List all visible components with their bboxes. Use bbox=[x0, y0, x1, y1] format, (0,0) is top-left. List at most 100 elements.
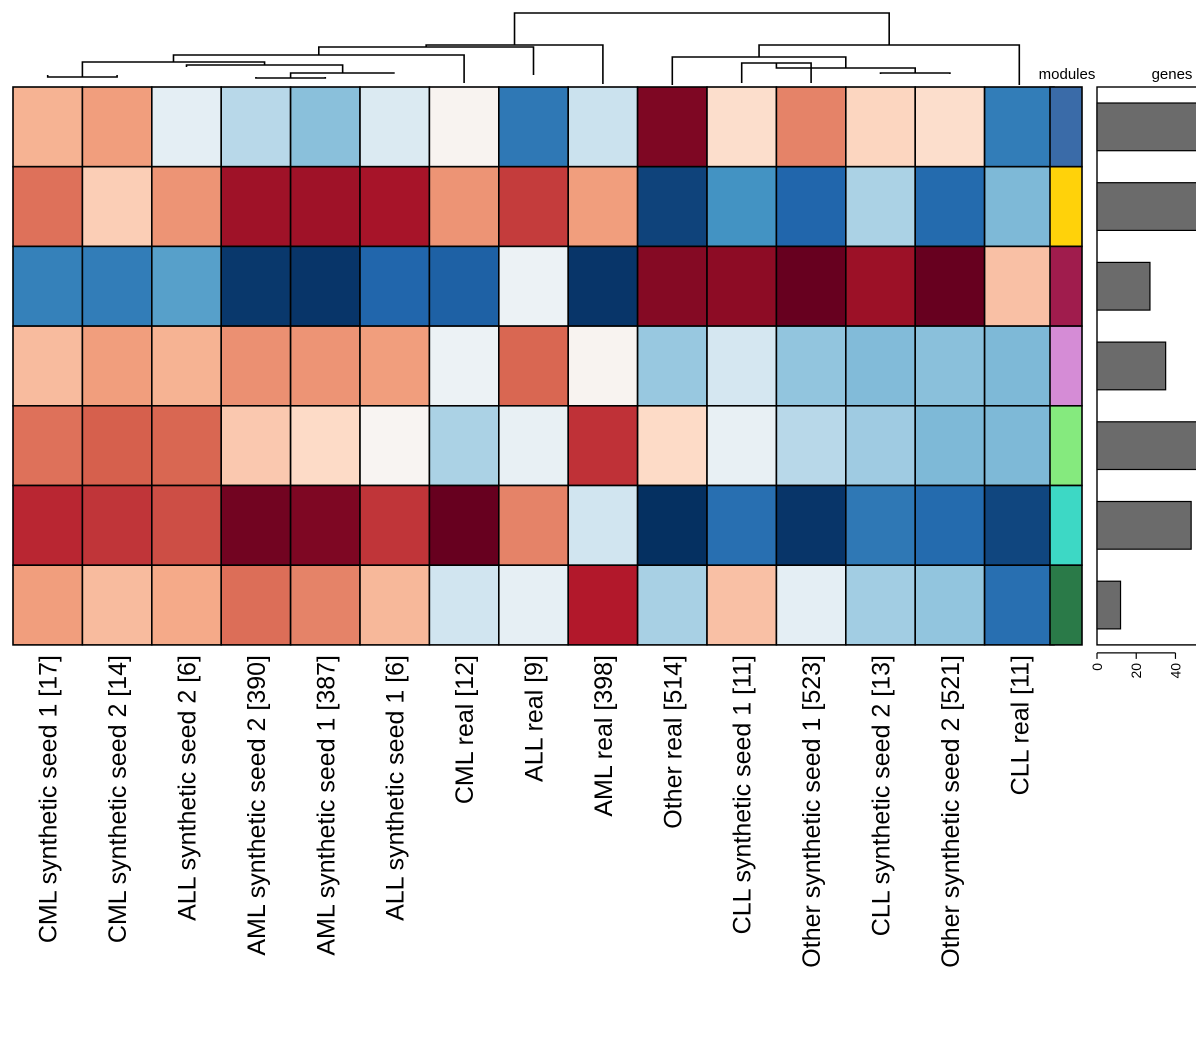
heatmap-cell bbox=[220, 564, 292, 646]
genes-tick-label: 20 bbox=[1128, 663, 1144, 679]
genes-bar bbox=[1096, 341, 1167, 391]
heatmap-cell bbox=[775, 564, 847, 646]
column-label: CML synthetic seed 2 [14] bbox=[104, 655, 132, 943]
heatmap-cell bbox=[567, 165, 639, 248]
heatmap-cell bbox=[983, 245, 1055, 327]
module-color bbox=[1049, 325, 1083, 407]
heatmap-cell bbox=[12, 165, 84, 248]
genes-tick-label: 0 bbox=[1089, 663, 1105, 671]
heatmap-cell bbox=[289, 325, 361, 407]
heatmap-cell bbox=[567, 325, 639, 407]
heatmap-cell bbox=[706, 484, 778, 566]
heatmap-cell bbox=[914, 325, 986, 407]
heatmap-cell bbox=[151, 404, 223, 487]
heatmap-cell bbox=[220, 86, 292, 168]
heatmap-cell bbox=[359, 404, 431, 487]
heatmap-cell bbox=[220, 404, 292, 487]
modules-annotation bbox=[1049, 86, 1083, 646]
heatmap-cell bbox=[775, 165, 847, 248]
heatmap-cell bbox=[289, 86, 361, 168]
heatmap-cell bbox=[289, 484, 361, 566]
column-label: CLL real [11] bbox=[1006, 655, 1034, 795]
heatmap-cell bbox=[289, 404, 361, 487]
heatmap-cell bbox=[81, 86, 153, 168]
column-label: AML synthetic seed 1 [387] bbox=[312, 655, 340, 956]
heatmap-cell bbox=[567, 86, 639, 168]
heatmap-cell bbox=[567, 484, 639, 566]
heatmap-cell bbox=[636, 86, 708, 168]
heatmap-cell bbox=[81, 484, 153, 566]
genes-title: genes bbox=[1152, 66, 1193, 83]
heatmap-cell bbox=[775, 245, 847, 327]
heatmap-cell bbox=[220, 165, 292, 248]
heatmap-cell bbox=[844, 564, 916, 646]
heatmap-cell bbox=[81, 245, 153, 327]
heatmap-cell bbox=[844, 325, 916, 407]
dendrogram-branch bbox=[879, 72, 951, 74]
column-label: AML synthetic seed 2 [390] bbox=[243, 655, 271, 956]
dendrogram-branch bbox=[513, 12, 890, 45]
heatmap-cell bbox=[497, 484, 569, 566]
heatmap-cell bbox=[220, 325, 292, 407]
heatmap-cell bbox=[151, 86, 223, 168]
heatmap-cell bbox=[775, 404, 847, 487]
heatmap-cell bbox=[775, 325, 847, 407]
heatmap-cell bbox=[81, 325, 153, 407]
heatmap-cell bbox=[567, 404, 639, 487]
genes-bar bbox=[1096, 102, 1196, 152]
heatmap-cell bbox=[567, 564, 639, 646]
heatmap-cell bbox=[428, 404, 500, 487]
column-dendrogram bbox=[46, 12, 1021, 85]
heatmap-cell bbox=[636, 165, 708, 248]
heatmap-cell bbox=[289, 245, 361, 327]
heatmap-cell bbox=[497, 564, 569, 646]
heatmap-cells bbox=[12, 86, 1055, 646]
genes-bar bbox=[1096, 182, 1196, 231]
column-label: ALL synthetic seed 2 [6] bbox=[174, 655, 202, 921]
heatmap-cell bbox=[914, 564, 986, 646]
heatmap-cell bbox=[844, 86, 916, 168]
genes-bar bbox=[1096, 421, 1196, 471]
heatmap-cell bbox=[497, 165, 569, 248]
heatmap-cell bbox=[151, 245, 223, 327]
heatmap-cell bbox=[428, 325, 500, 407]
modules-title: modules bbox=[1039, 66, 1096, 83]
heatmap-cell bbox=[706, 564, 778, 646]
heatmap-cell bbox=[428, 165, 500, 248]
heatmap-cell bbox=[289, 564, 361, 646]
heatmap-cell bbox=[706, 86, 778, 168]
heatmap-cell bbox=[359, 86, 431, 168]
column-label: ALL real [9] bbox=[521, 655, 549, 782]
heatmap-cell bbox=[151, 325, 223, 407]
genes-tick-label: 40 bbox=[1167, 663, 1183, 679]
heatmap-cell bbox=[359, 165, 431, 248]
heatmap-cell bbox=[12, 484, 84, 566]
heatmap-cell bbox=[220, 484, 292, 566]
heatmap-cell bbox=[914, 165, 986, 248]
module-color bbox=[1049, 404, 1083, 487]
heatmap-cell bbox=[706, 165, 778, 248]
module-color bbox=[1049, 564, 1083, 646]
heatmap-cell bbox=[914, 404, 986, 487]
genes-bar bbox=[1096, 261, 1151, 311]
heatmap-cell bbox=[706, 245, 778, 327]
dendrogram-branch bbox=[425, 44, 604, 84]
dendrogram-branch bbox=[758, 44, 1021, 85]
heatmap-cell bbox=[428, 86, 500, 168]
column-label: AML real [398] bbox=[590, 655, 618, 817]
heatmap-cell bbox=[151, 165, 223, 248]
heatmap-cell bbox=[497, 86, 569, 168]
heatmap-cell bbox=[359, 484, 431, 566]
heatmap-cell bbox=[983, 325, 1055, 407]
genes-barplot: 0 20 40 bbox=[1089, 86, 1196, 679]
heatmap-cell bbox=[567, 245, 639, 327]
heatmap-cell bbox=[636, 404, 708, 487]
heatmap-cell bbox=[428, 484, 500, 566]
heatmap-cell bbox=[81, 165, 153, 248]
heatmap-cell bbox=[12, 245, 84, 327]
heatmap-cell bbox=[220, 245, 292, 327]
heatmap-cell bbox=[914, 484, 986, 566]
heatmap-cell bbox=[497, 245, 569, 327]
dendrogram-branch bbox=[289, 72, 395, 78]
column-label: Other synthetic seed 1 [523] bbox=[798, 655, 826, 968]
